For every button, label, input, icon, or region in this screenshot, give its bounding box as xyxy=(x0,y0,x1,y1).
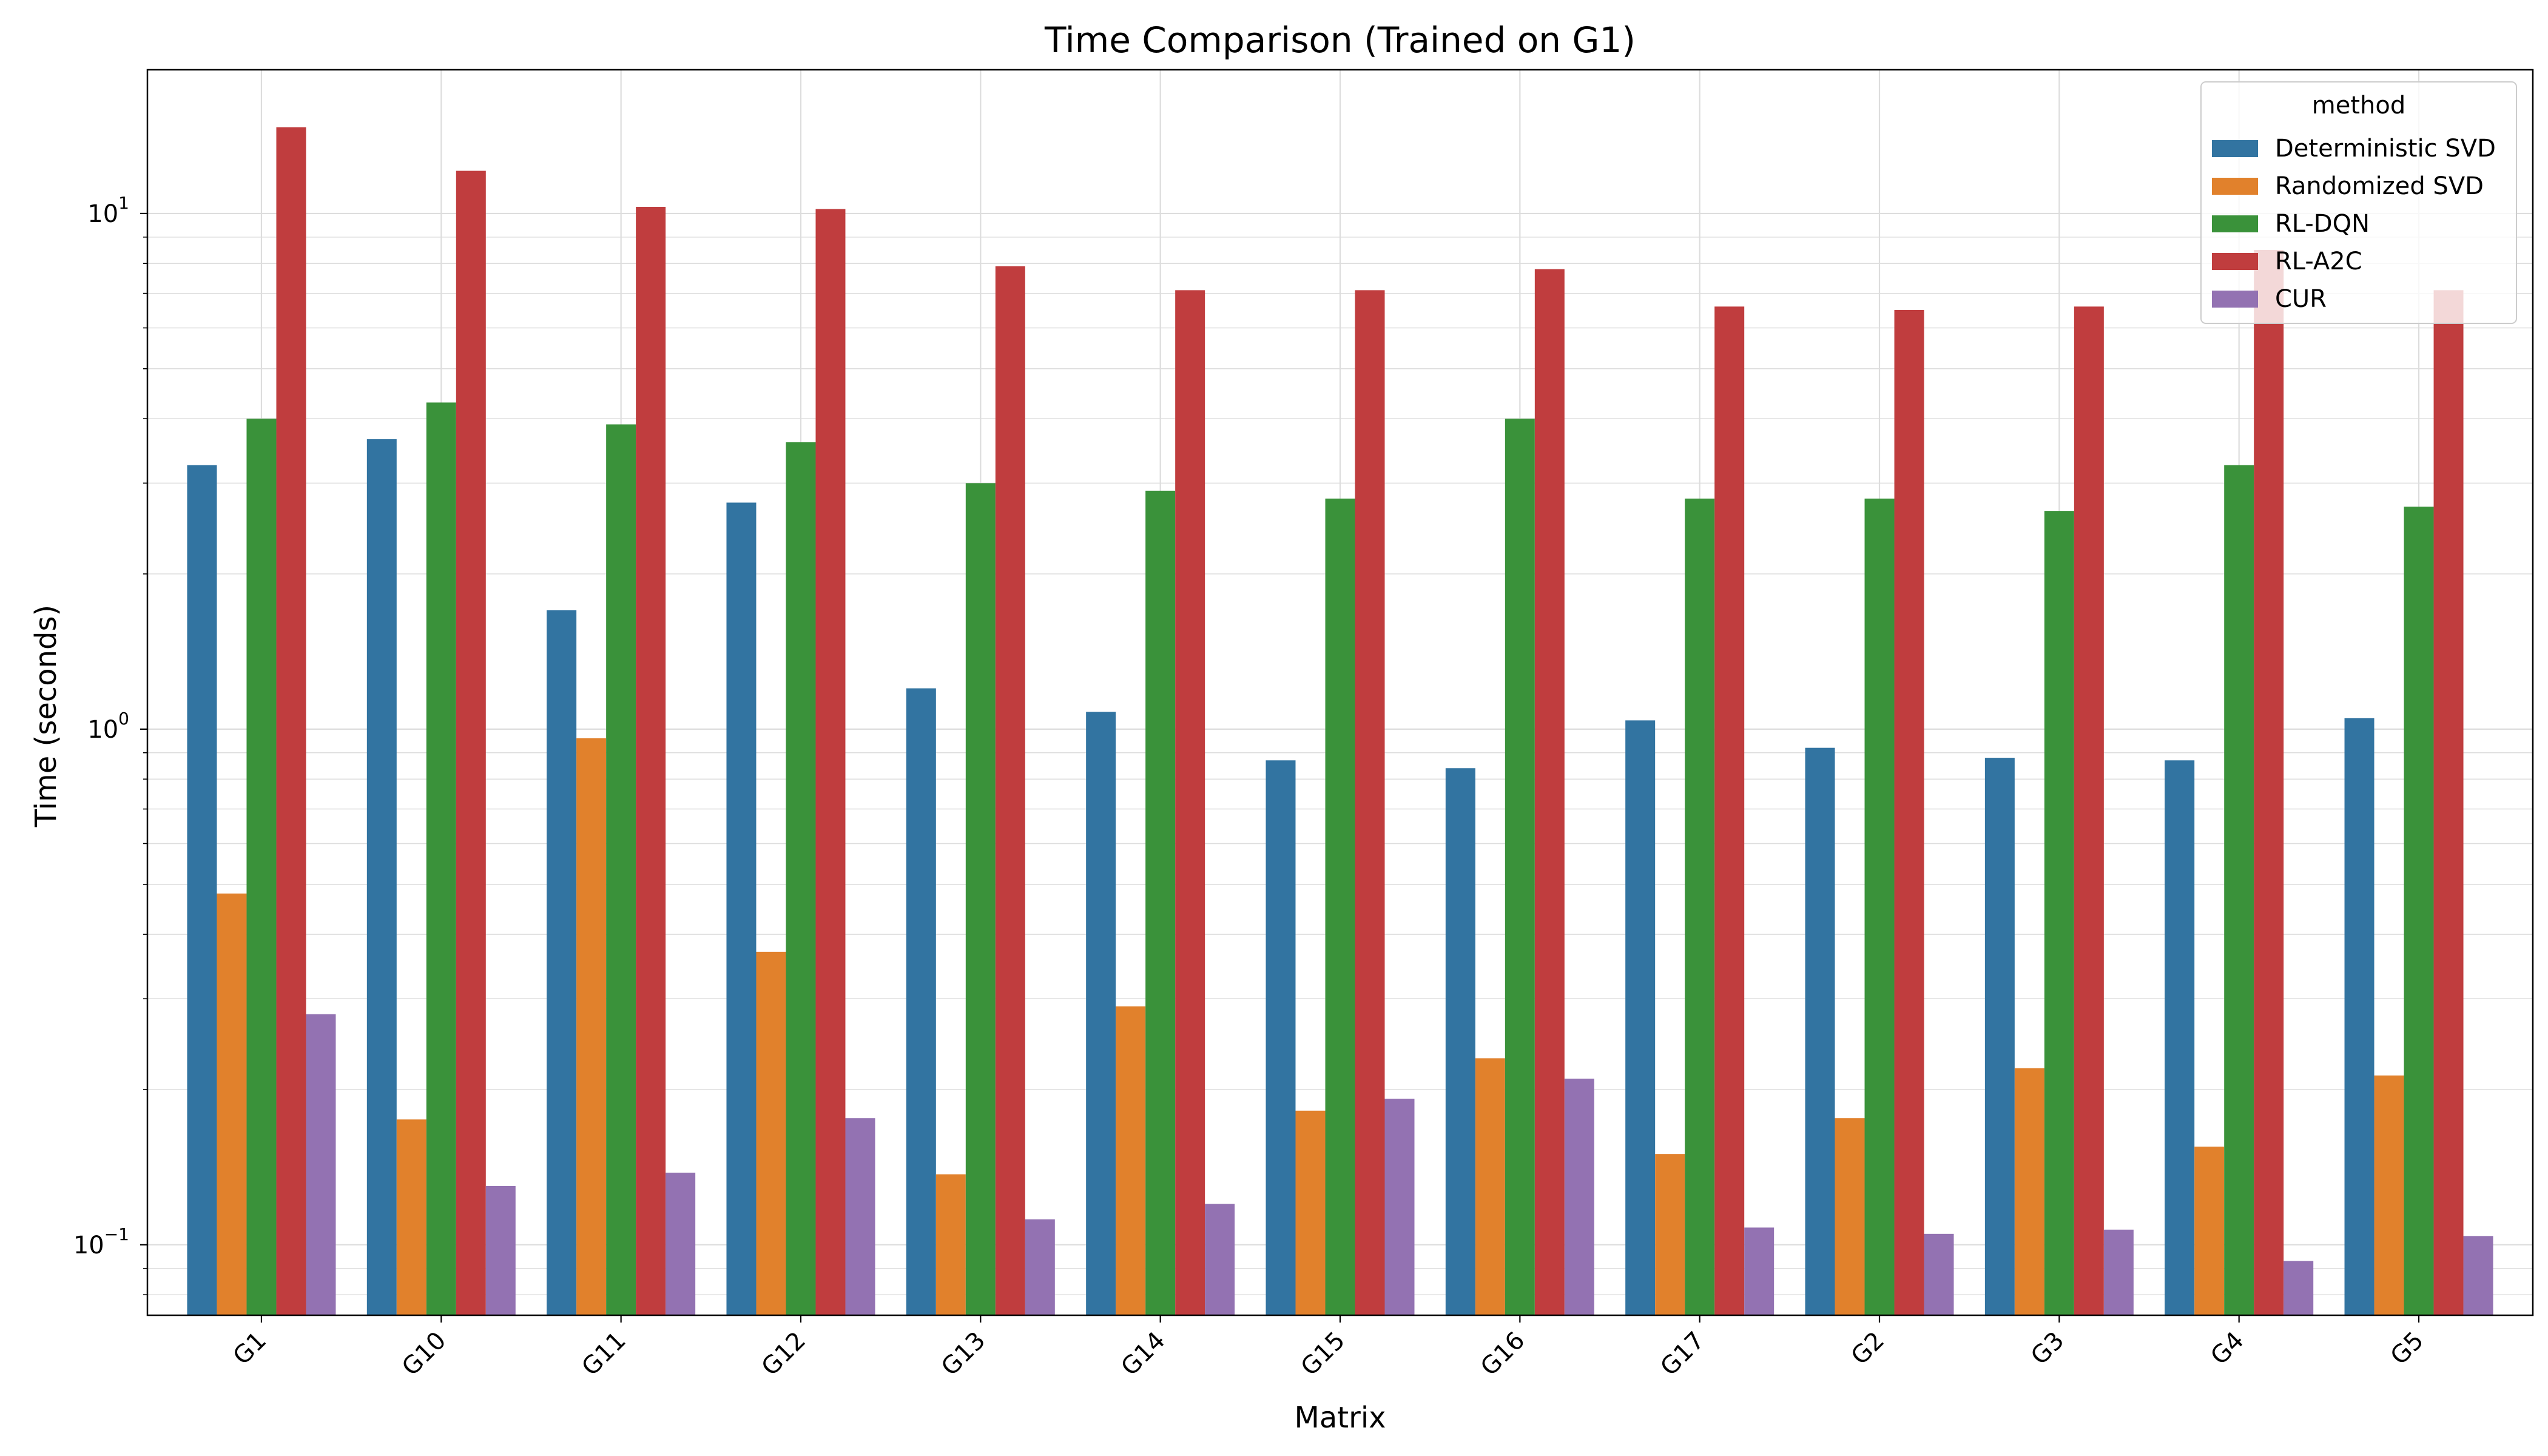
bar-cur-g5 xyxy=(2463,1236,2493,1315)
legend-label: CUR xyxy=(2275,285,2327,313)
bar-rl-a2c-g15 xyxy=(1355,290,1385,1316)
y-tick-exponent: 1 xyxy=(118,193,129,213)
bar-cur-g17 xyxy=(1744,1227,1774,1315)
legend-swatch xyxy=(2212,215,2258,232)
bar-randomized-svd-g4 xyxy=(2194,1147,2225,1315)
bar-deterministic-svd-g3 xyxy=(1984,758,2015,1315)
bar-deterministic-svd-g12 xyxy=(726,502,757,1315)
y-tick-exponent: 0 xyxy=(118,709,129,729)
y-tick-label: 10−1 xyxy=(73,1224,129,1259)
bar-rl-dqn-g2 xyxy=(1864,498,1895,1316)
bar-cur-g1 xyxy=(306,1014,336,1315)
legend-swatch xyxy=(2212,253,2258,270)
bar-cur-g3 xyxy=(2103,1229,2134,1315)
bar-rl-a2c-g2 xyxy=(1894,309,1924,1316)
bar-deterministic-svd-g16 xyxy=(1445,768,1475,1315)
bar-rl-dqn-g12 xyxy=(786,442,816,1315)
bar-cur-g11 xyxy=(666,1172,696,1315)
legend-title: method xyxy=(2312,92,2405,120)
bar-deterministic-svd-g1 xyxy=(187,465,217,1315)
y-tick-base: 10 xyxy=(87,200,118,228)
bar-rl-a2c-g5 xyxy=(2433,290,2464,1316)
bar-rl-a2c-g10 xyxy=(456,170,486,1315)
bar-deterministic-svd-g4 xyxy=(2165,760,2195,1315)
legend-swatch xyxy=(2212,140,2258,157)
bar-deterministic-svd-g13 xyxy=(906,688,936,1315)
bar-cur-g13 xyxy=(1025,1219,1055,1315)
bar-rl-dqn-g5 xyxy=(2404,507,2434,1315)
bar-deterministic-svd-g15 xyxy=(1266,760,1296,1315)
bar-rl-a2c-g12 xyxy=(815,209,846,1315)
bar-randomized-svd-g14 xyxy=(1116,1006,1146,1315)
bar-randomized-svd-g12 xyxy=(756,951,786,1315)
legend-box xyxy=(2200,81,2517,324)
bar-cur-g2 xyxy=(1924,1233,1954,1315)
y-tick-label: 101 xyxy=(87,193,129,228)
legend-label: Randomized SVD xyxy=(2275,172,2484,200)
bar-randomized-svd-g17 xyxy=(1655,1154,1685,1315)
legend-label: RL-DQN xyxy=(2275,210,2370,238)
legend-swatch xyxy=(2212,178,2258,195)
bar-cur-g15 xyxy=(1384,1099,1415,1315)
bar-cur-g4 xyxy=(2283,1261,2314,1315)
bar-randomized-svd-g2 xyxy=(1835,1118,1865,1315)
y-tick-base: 10 xyxy=(73,1232,104,1259)
y-tick-exponent: −1 xyxy=(104,1224,129,1244)
legend-swatch xyxy=(2212,291,2258,308)
bar-deterministic-svd-g17 xyxy=(1625,720,1656,1315)
chart-title: Time Comparison (Trained on G1) xyxy=(1044,19,1636,61)
bar-deterministic-svd-g10 xyxy=(366,439,397,1315)
bar-rl-dqn-g4 xyxy=(2224,465,2254,1315)
bar-deterministic-svd-g5 xyxy=(2344,718,2374,1315)
bar-cur-g16 xyxy=(1564,1078,1594,1315)
bar-randomized-svd-g13 xyxy=(935,1174,966,1315)
bar-rl-a2c-g3 xyxy=(2074,306,2104,1315)
legend-label: RL-A2C xyxy=(2275,248,2362,275)
bar-rl-a2c-g16 xyxy=(1534,269,1565,1315)
y-tick-label: 100 xyxy=(87,709,129,744)
bar-deterministic-svd-g2 xyxy=(1805,747,1835,1315)
bar-rl-a2c-g14 xyxy=(1175,290,1205,1316)
bar-randomized-svd-g15 xyxy=(1295,1110,1326,1315)
x-axis-label: Matrix xyxy=(1294,1401,1386,1435)
bar-randomized-svd-g10 xyxy=(396,1119,426,1315)
bar-randomized-svd-g1 xyxy=(217,893,247,1315)
legend-label: Deterministic SVD xyxy=(2275,135,2496,163)
bar-randomized-svd-g11 xyxy=(576,738,607,1315)
bar-rl-dqn-g16 xyxy=(1505,419,1535,1316)
bar-rl-dqn-g3 xyxy=(2044,511,2074,1316)
bar-rl-dqn-g17 xyxy=(1685,498,1715,1316)
bar-cur-g10 xyxy=(485,1185,516,1315)
bar-rl-a2c-g17 xyxy=(1714,306,1745,1315)
bar-rl-dqn-g10 xyxy=(426,402,456,1315)
bar-cur-g12 xyxy=(845,1118,875,1315)
bar-rl-dqn-g11 xyxy=(606,424,636,1315)
bar-rl-a2c-g1 xyxy=(276,127,306,1316)
legend: method Deterministic SVD Randomized SVD RL-… xyxy=(2200,81,2517,324)
bar-rl-a2c-g13 xyxy=(995,266,1025,1315)
bar-deterministic-svd-g11 xyxy=(547,610,577,1316)
bar-rl-dqn-g13 xyxy=(965,483,996,1316)
bar-rl-dqn-g15 xyxy=(1325,498,1355,1316)
bar-randomized-svd-g5 xyxy=(2374,1075,2404,1315)
bars-layer xyxy=(187,127,2493,1316)
bar-randomized-svd-g16 xyxy=(1475,1058,1505,1315)
bar-rl-a2c-g11 xyxy=(636,207,666,1316)
bar-rl-dqn-g14 xyxy=(1145,490,1176,1315)
bar-deterministic-svd-g14 xyxy=(1086,712,1116,1315)
bar-randomized-svd-g3 xyxy=(2014,1068,2044,1315)
bar-rl-dqn-g1 xyxy=(246,419,277,1316)
y-axis-label: Time (seconds) xyxy=(29,605,63,827)
bar-rl-a2c-g4 xyxy=(2254,249,2284,1315)
y-tick-base: 10 xyxy=(87,716,118,744)
bar-cur-g14 xyxy=(1205,1204,1235,1315)
